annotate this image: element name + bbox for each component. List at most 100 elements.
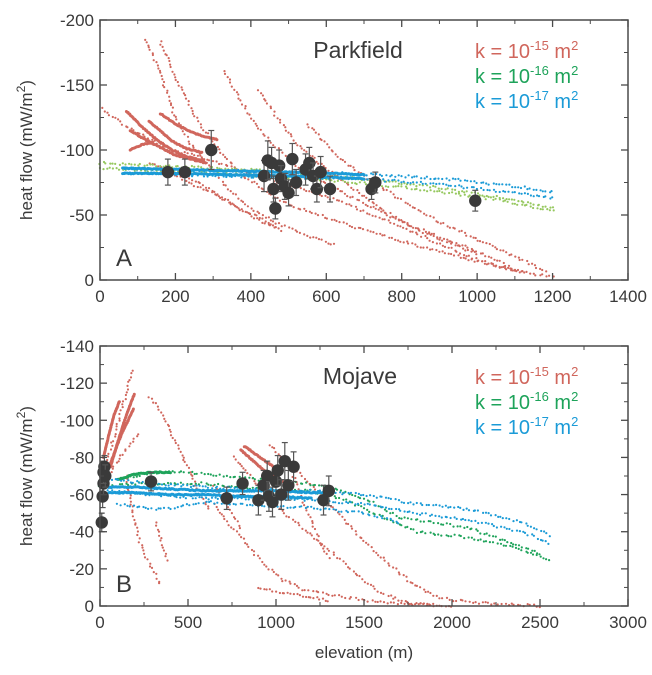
model-point-2-1-128 (523, 192, 527, 195)
y-axis-label: heat flow (mW/m2) (14, 406, 36, 546)
model-point-2-1-81 (363, 503, 366, 506)
model-point-1-1-134 (521, 203, 524, 206)
model-point-0-2-30 (191, 477, 194, 480)
model-point-0-5-29 (275, 573, 278, 576)
model-point-0-4-11 (164, 555, 167, 558)
model-point-0-3-3 (228, 78, 232, 81)
model-point-2-0-102 (441, 177, 444, 181)
model-point-2-1-140 (544, 540, 547, 543)
model-point-0-4-29 (315, 160, 318, 163)
model-point-0-9-24 (323, 550, 326, 553)
model-point-0-3-90 (446, 238, 449, 241)
legend-entry-0: k = 10-15 m2 (475, 364, 578, 389)
model-point-0-8-9 (282, 592, 285, 595)
model-point-0-5-7 (226, 520, 229, 523)
model-point-0-8-21 (318, 598, 321, 601)
model-point-0-2-92 (361, 228, 365, 231)
model-point-2-2-54 (286, 506, 289, 509)
y-tick-label-2: -100 (60, 141, 94, 160)
model-point-0-5-31 (280, 577, 283, 580)
model-point-0-3-103 (484, 255, 487, 258)
model-point-0-5-11 (235, 530, 239, 533)
model-point-2-1-82 (366, 502, 369, 505)
model-point-1-1-5 (115, 167, 118, 170)
model-point-1-1-6 (118, 483, 122, 486)
model-point-0-4-9 (273, 114, 276, 117)
model-point-2-1-71 (332, 501, 335, 504)
model-point-0-4-81 (454, 244, 457, 247)
model-point-0-1-8 (155, 61, 158, 64)
model-point-0-4-43 (350, 186, 353, 189)
model-point-0-6-16 (192, 185, 195, 188)
model-point-2-0-19 (167, 484, 170, 487)
model-point-0-9-26 (328, 557, 331, 560)
model-point-1-1-11 (134, 483, 137, 486)
model-point-0-2-24 (191, 109, 194, 113)
model-point-1-1-143 (548, 209, 552, 212)
model-point-1-0-31 (197, 165, 200, 168)
model-point-0-5-55 (448, 226, 451, 229)
y-tick-label-4: -80 (69, 448, 94, 467)
model-point-0-7-53 (388, 564, 391, 567)
model-point-0-2-88 (350, 225, 354, 229)
model-point-2-2-31 (213, 502, 216, 505)
x-tick-label-0: 0 (95, 287, 104, 306)
model-point-0-5-61 (465, 234, 468, 237)
model-point-0-7-10 (213, 190, 216, 193)
model-point-0-0-8 (120, 123, 123, 126)
model-point-0-0-102 (405, 227, 408, 230)
model-point-2-1-94 (403, 510, 406, 513)
model-point-0-2-7 (162, 414, 165, 417)
model-point-2-1-86 (379, 505, 382, 508)
model-point-0-0-123 (467, 254, 470, 257)
model-point-0-1-88 (324, 240, 327, 243)
model-point-2-0-87 (394, 175, 397, 178)
model-point-0-6-50 (348, 567, 351, 570)
model-point-2-1-86 (391, 179, 394, 182)
model-point-0-5-51 (340, 595, 343, 598)
model-point-0-7-99 (526, 603, 529, 606)
model-point-0-5-80 (518, 258, 521, 262)
model-point-1-1-85 (368, 510, 371, 513)
model-point-1-1-132 (513, 202, 517, 205)
model-point-1-0-77 (358, 497, 362, 500)
model-point-0-6-7 (246, 472, 249, 475)
model-point-0-5-39 (404, 201, 407, 204)
model-point-0-2-55 (255, 182, 259, 185)
model-point-0-0-128 (484, 260, 487, 263)
observation-marker-19 (287, 460, 300, 473)
model-point-0-5-59 (366, 600, 369, 603)
observation-marker-8 (236, 477, 249, 490)
model-point-0-3-29 (148, 565, 152, 568)
model-point-2-1-110 (466, 186, 469, 189)
model-point-1-0-18 (173, 471, 176, 474)
model-point-2-0-20 (169, 483, 173, 486)
model-point-0-9-9 (303, 504, 306, 507)
model-point-1-0-7 (121, 162, 124, 165)
model-point-0-5-21 (257, 554, 260, 557)
model-point-0-5-70 (403, 602, 406, 606)
model-point-0-2-26 (187, 466, 191, 469)
x-tick-label-6: 1200 (534, 287, 572, 306)
model-point-2-2-62 (310, 505, 313, 508)
model-point-0-5-57 (361, 598, 364, 601)
model-point-0-2-14 (169, 434, 173, 437)
model-point-1-1-99 (409, 527, 412, 531)
model-point-2-0-121 (484, 511, 488, 514)
model-point-1-1-134 (520, 549, 523, 552)
model-point-0-7-28 (261, 221, 264, 224)
model-point-0-3-9 (237, 97, 240, 100)
model-point-0-0-27 (126, 384, 129, 387)
model-point-0-5-2 (216, 508, 220, 511)
model-point-0-3-96 (464, 244, 467, 247)
model-point-1-1-29 (190, 482, 193, 486)
model-point-2-0-80 (357, 492, 360, 495)
model-point-0-6-19 (202, 188, 205, 191)
model-point-0-0-100 (399, 225, 402, 228)
model-point-1-1-122 (482, 540, 485, 543)
model-point-0-4-52 (372, 202, 375, 205)
observation-marker-22 (469, 194, 482, 207)
model-point-0-4-71 (426, 232, 429, 235)
model-point-1-1-60 (287, 177, 290, 180)
model-point-0-2-125 (462, 256, 465, 259)
